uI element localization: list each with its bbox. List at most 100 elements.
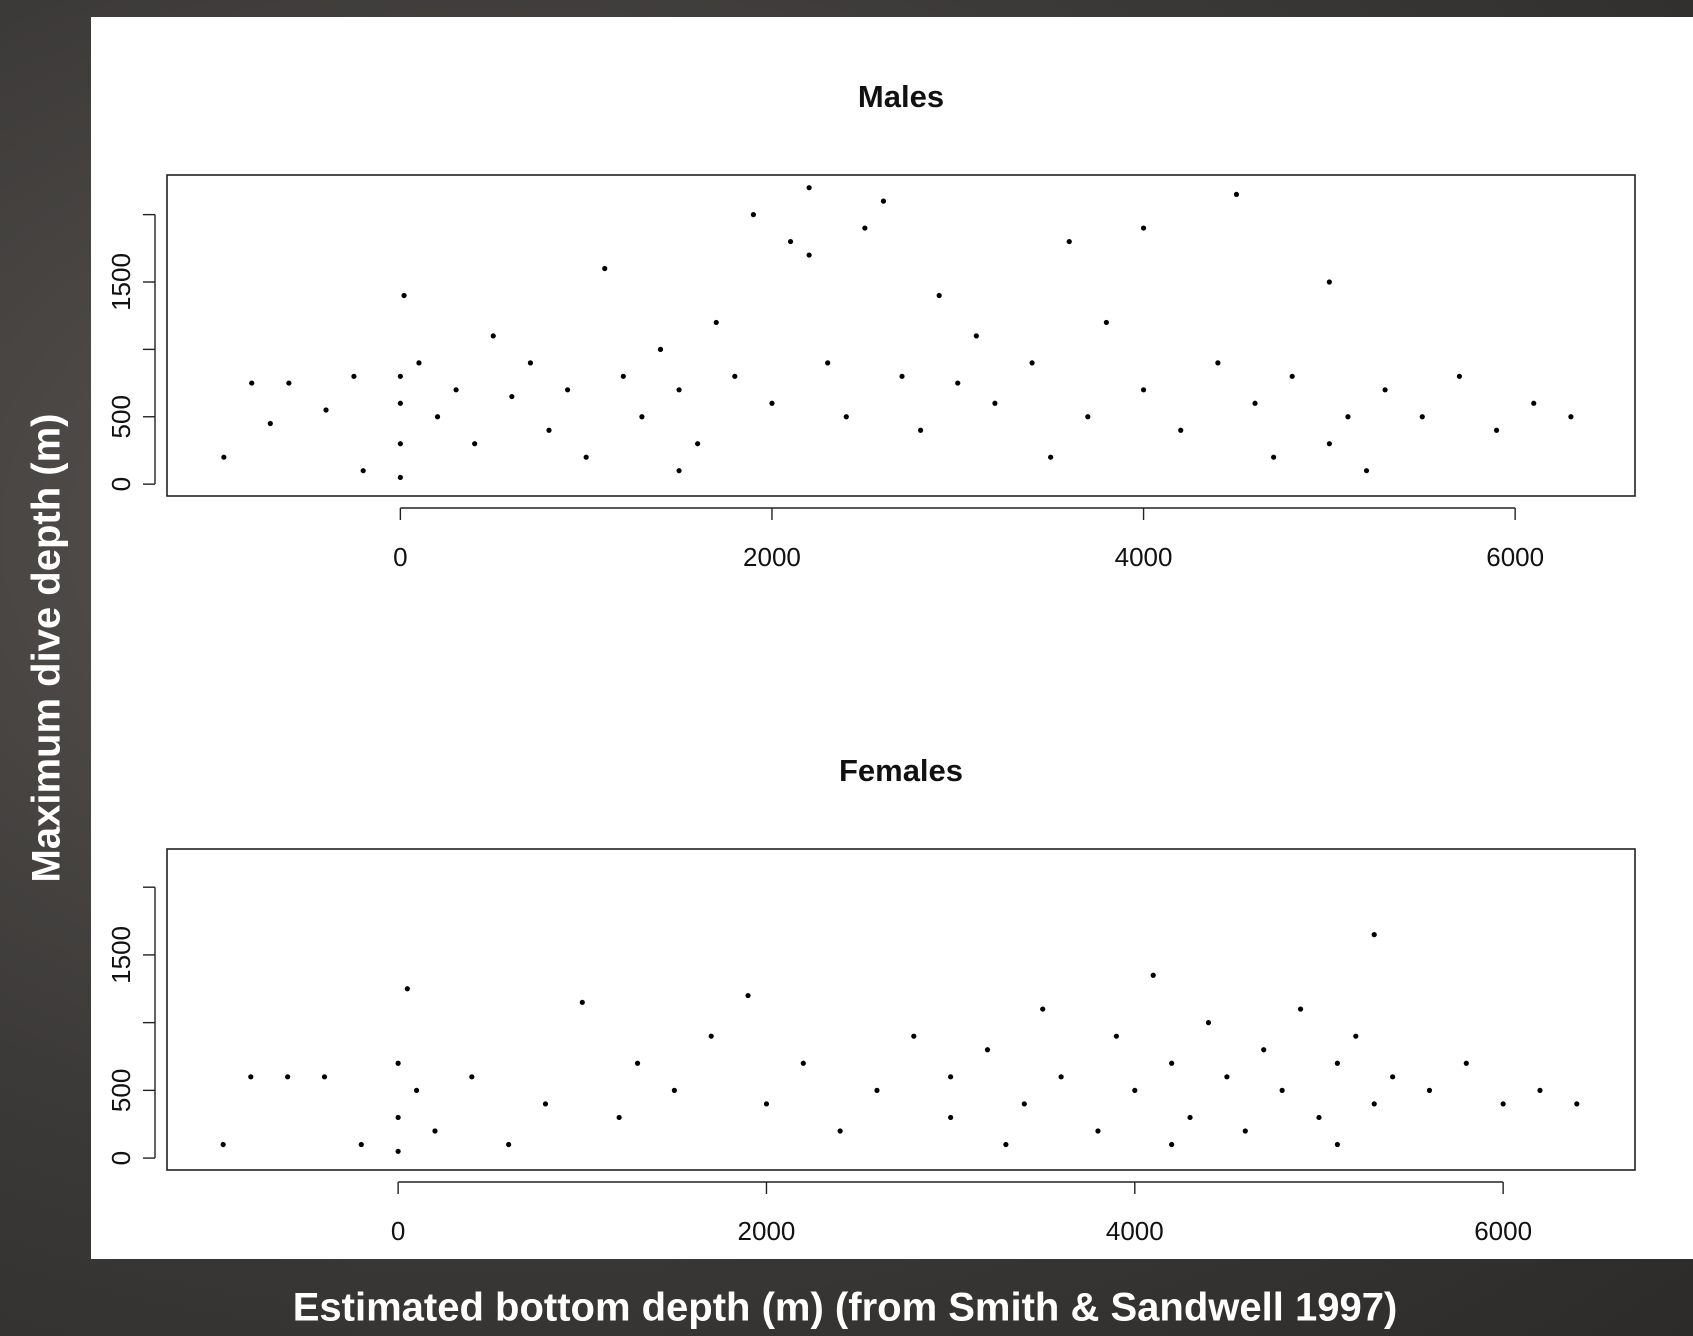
point: [580, 1000, 585, 1005]
point: [1169, 1061, 1174, 1066]
point: [546, 428, 551, 433]
point: [1353, 1034, 1358, 1039]
point: [1327, 441, 1332, 446]
point: [1537, 1088, 1542, 1093]
point: [398, 374, 403, 379]
point: [432, 1128, 437, 1133]
point: [751, 212, 756, 217]
point: [506, 1142, 511, 1147]
point: [1059, 1074, 1064, 1079]
point: [248, 1074, 253, 1079]
point: [1178, 428, 1183, 433]
point: [285, 1074, 290, 1079]
point: [1261, 1047, 1266, 1052]
point: [1501, 1101, 1506, 1106]
x-axis-label: Estimated bottom depth (m) (from Smith &…: [293, 1286, 1398, 1330]
point: [617, 1115, 622, 1120]
point: [676, 468, 681, 473]
point: [1234, 192, 1239, 197]
point: [286, 380, 291, 385]
point: [1114, 1034, 1119, 1039]
point: [948, 1074, 953, 1079]
point: [1280, 1088, 1285, 1093]
point: [1151, 973, 1156, 978]
point: [602, 266, 607, 271]
point: [801, 1061, 806, 1066]
point: [974, 333, 979, 338]
point: [361, 468, 366, 473]
point: [1022, 1101, 1027, 1106]
point: [1390, 1074, 1395, 1079]
point: [1568, 414, 1573, 419]
point: [509, 394, 514, 399]
point: [398, 401, 403, 406]
point: [955, 380, 960, 385]
point: [1206, 1020, 1211, 1025]
point: [1067, 239, 1072, 244]
point: [992, 401, 997, 406]
point: [745, 993, 750, 998]
point: [788, 239, 793, 244]
point: [1141, 387, 1146, 392]
point: [398, 475, 403, 480]
point: [528, 360, 533, 365]
point: [1327, 279, 1332, 284]
point: [1335, 1142, 1340, 1147]
point: [676, 387, 681, 392]
point: [359, 1142, 364, 1147]
point: [844, 414, 849, 419]
point: [764, 1101, 769, 1106]
page: {"ylabel": "Maximum dive depth (m)", "xl…: [0, 0, 1693, 1336]
y-tick-label: 1500: [106, 253, 136, 311]
y-tick-label: 0: [106, 1151, 136, 1165]
point: [491, 333, 496, 338]
point: [621, 374, 626, 379]
point: [1215, 360, 1220, 365]
point: [1040, 1006, 1045, 1011]
x-tick-label: 0: [391, 1216, 405, 1246]
x-tick-label: 0: [393, 542, 407, 572]
point: [221, 1142, 226, 1147]
point: [1372, 932, 1377, 937]
plot-panel: [91, 17, 1693, 1259]
figure: Maximum dive depth (m) Estimated bottom …: [0, 0, 1693, 1336]
y-tick-label: 1500: [106, 926, 136, 984]
point: [221, 455, 226, 460]
point: [769, 401, 774, 406]
point: [1104, 320, 1109, 325]
point: [396, 1149, 401, 1154]
point: [825, 360, 830, 365]
point: [1372, 1101, 1377, 1106]
chart-title: Males: [858, 79, 944, 114]
point: [985, 1047, 990, 1052]
point: [1316, 1115, 1321, 1120]
point: [584, 455, 589, 460]
point: [937, 293, 942, 298]
point: [351, 374, 356, 379]
point: [1029, 360, 1034, 365]
point: [1187, 1115, 1192, 1120]
point: [1141, 225, 1146, 230]
point: [268, 421, 273, 426]
y-tick-label: 500: [106, 395, 136, 438]
y-tick-label: 0: [106, 477, 136, 491]
point: [454, 387, 459, 392]
point: [1298, 1006, 1303, 1011]
point: [732, 374, 737, 379]
x-tick-label: 6000: [1474, 1216, 1532, 1246]
x-tick-label: 6000: [1486, 542, 1544, 572]
point: [658, 347, 663, 352]
point: [911, 1034, 916, 1039]
x-tick-label: 4000: [1115, 542, 1173, 572]
point: [807, 185, 812, 190]
point: [714, 320, 719, 325]
point: [1048, 455, 1053, 460]
point: [1224, 1074, 1229, 1079]
point: [414, 1088, 419, 1093]
point: [881, 199, 886, 204]
point: [1464, 1061, 1469, 1066]
point: [807, 252, 812, 257]
point: [1085, 414, 1090, 419]
point: [435, 414, 440, 419]
point: [565, 387, 570, 392]
